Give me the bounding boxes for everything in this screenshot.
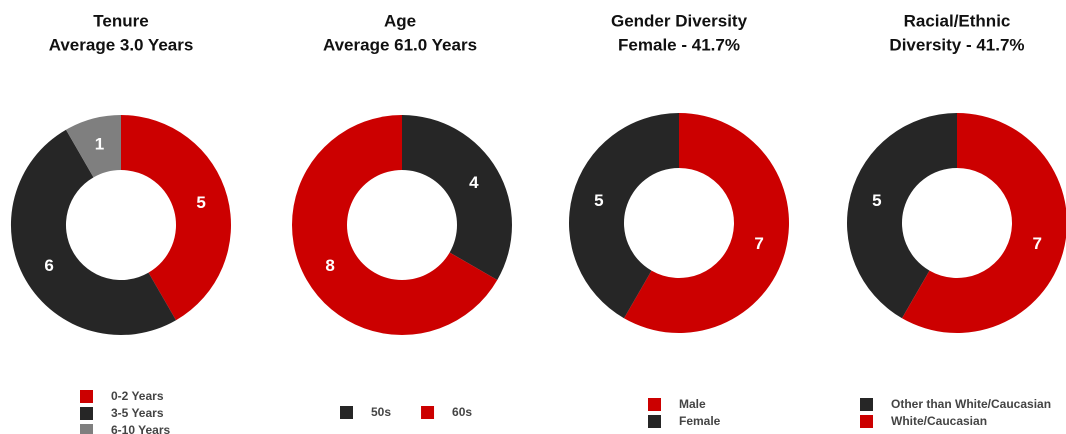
legend-swatch xyxy=(648,415,661,428)
legend-label: Male xyxy=(679,397,706,411)
chart-title: Racial/Ethnic xyxy=(904,11,1011,30)
segment-label: 5 xyxy=(196,193,205,212)
legend-swatch xyxy=(80,407,93,420)
legend-swatch xyxy=(860,398,873,411)
donut-segment xyxy=(66,114,121,178)
legend-swatch xyxy=(421,406,435,419)
legend-swatch xyxy=(340,406,353,419)
segment-label: 7 xyxy=(1032,234,1041,253)
legend-label: 50s xyxy=(371,405,391,419)
donut-segment xyxy=(121,115,231,321)
legend-label: 6-10 Years xyxy=(111,423,170,434)
legend-label: Female xyxy=(679,414,721,428)
chart-title: Gender Diversity xyxy=(611,11,748,30)
segment-label: 5 xyxy=(594,191,603,210)
segment-label: 1 xyxy=(95,134,104,153)
legend-swatch xyxy=(860,415,873,428)
donut-segment xyxy=(624,113,789,333)
segment-label: 7 xyxy=(754,234,763,253)
donut-segment xyxy=(10,129,176,336)
legend-swatch xyxy=(80,390,93,403)
segment-label: 6 xyxy=(44,256,53,275)
segment-label: 4 xyxy=(469,173,479,192)
donut-segment xyxy=(291,115,498,336)
chart-subtitle: Female - 41.7% xyxy=(618,35,740,54)
segment-label: 8 xyxy=(325,256,334,275)
legend-label: Other than White/Caucasian xyxy=(891,397,1051,411)
donut-segment xyxy=(902,113,1066,333)
chart-subtitle: Diversity - 41.7% xyxy=(889,35,1024,54)
segment-label: 5 xyxy=(872,191,881,210)
legend-swatch xyxy=(648,398,661,411)
chart-title: Tenure xyxy=(93,11,148,30)
donut-segment xyxy=(569,113,679,319)
legend-swatch xyxy=(80,424,93,434)
chart-subtitle: Average 3.0 Years xyxy=(49,35,194,54)
chart-title: Age xyxy=(384,11,416,30)
legend-label: 3-5 Years xyxy=(111,406,164,420)
chart-subtitle: Average 61.0 Years xyxy=(323,35,477,54)
legend-label: 0-2 Years xyxy=(111,389,164,403)
legend-label: White/Caucasian xyxy=(891,414,987,428)
donut-segment xyxy=(402,115,512,280)
donut-segment xyxy=(847,113,957,319)
legend-label: 60s xyxy=(452,405,472,419)
